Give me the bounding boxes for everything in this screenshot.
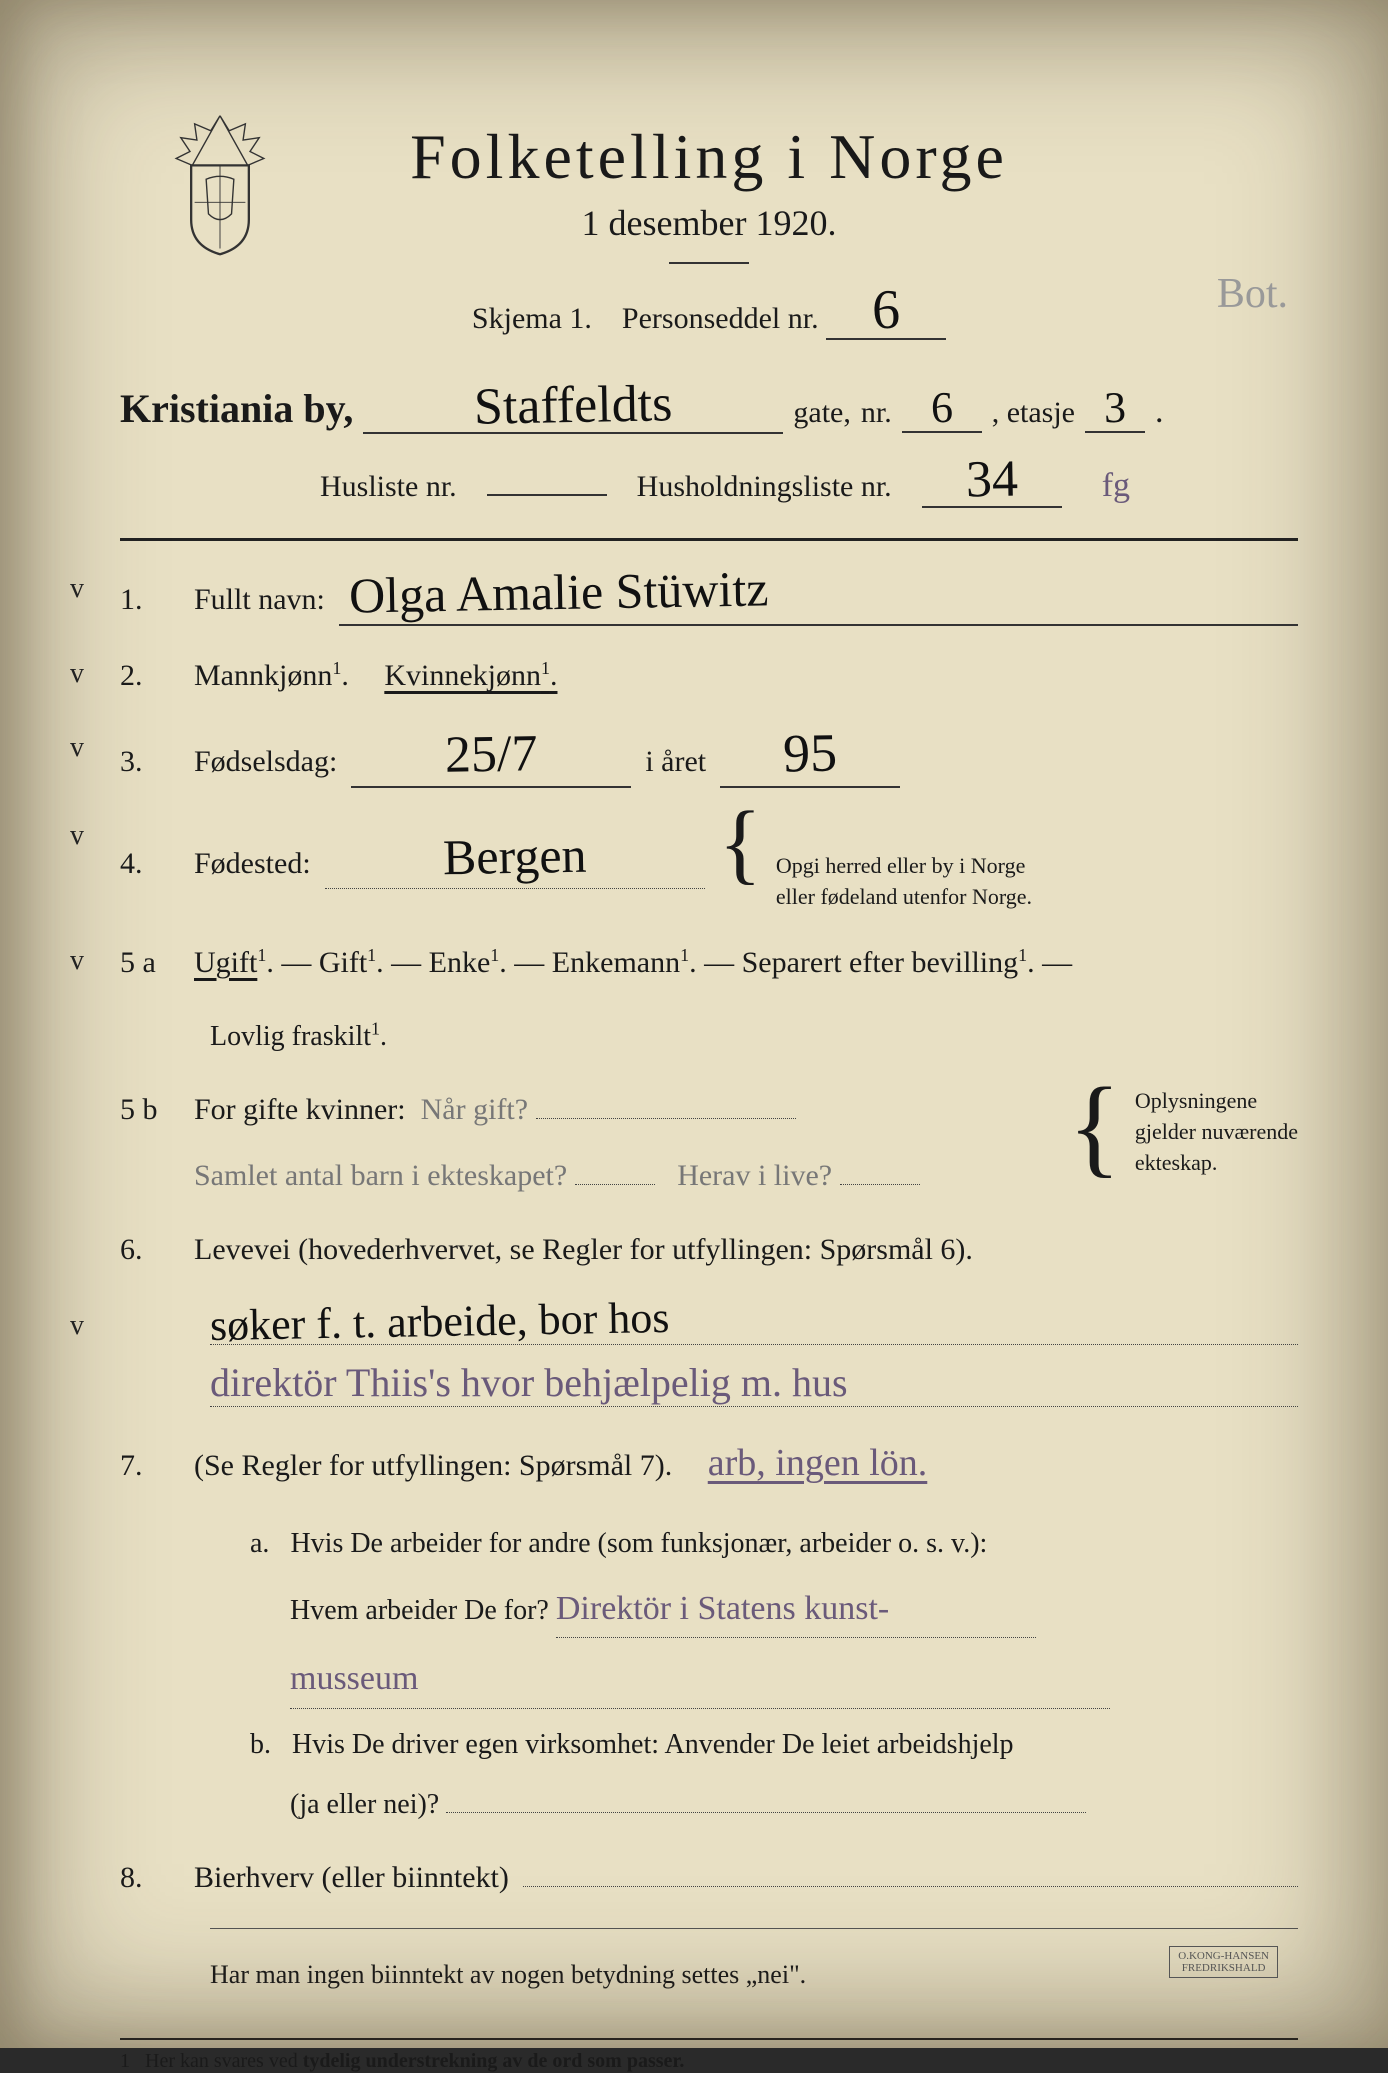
q5b-label: For gifte kvinner: xyxy=(194,1093,406,1126)
q7-label: (Se Regler for utfyllingen: Spørsmål 7). xyxy=(194,1442,672,1490)
q7-num: 7. xyxy=(120,1442,180,1490)
address-line: Kristiania by, Staffeldts gate, nr. 6 , … xyxy=(120,380,1298,434)
q4-num: 4. xyxy=(120,840,180,888)
question-4: v 4. Fødested: Bergen { Opgi herred elle… xyxy=(120,814,1298,913)
schema-label: Skjema 1. xyxy=(472,302,592,335)
etasje-nr: 3 xyxy=(1104,386,1127,430)
q7b-label: b. xyxy=(250,1729,271,1760)
nr-label: nr. xyxy=(861,396,892,430)
q5b-note: Oplysningene gjelder nuværende ekteskap. xyxy=(1135,1086,1298,1178)
q7a-text2: Hvem arbeider De for? xyxy=(290,1595,549,1626)
q6-value-2: direktör Thiis's hvor behjælpelig m. hus xyxy=(210,1360,848,1405)
title-block: Folketelling i Norge 1 desember 1920. Sk… xyxy=(120,120,1298,340)
q5a-num: 5 a xyxy=(120,939,180,987)
personseddel-label: Personseddel nr. xyxy=(622,302,819,335)
q7b-text2: (ja eller nei)? xyxy=(290,1789,439,1820)
question-5a: v 5 a Ugift1. — Gift1. — Enke1. — Enkema… xyxy=(120,939,1298,987)
q7b: b. Hvis De driver egen virksomhet: Anven… xyxy=(250,1721,1298,1769)
check-mark: v xyxy=(70,939,84,984)
check-mark: v xyxy=(70,652,84,697)
husliste-label: Husliste nr. xyxy=(320,470,457,504)
check-mark: v xyxy=(70,567,84,612)
q7a-line2: Hvem arbeider De for? Direktör i Statens… xyxy=(290,1580,1298,1639)
question-7: 7. (Se Regler for utfyllingen: Spørsmål … xyxy=(120,1433,1298,1494)
q7b-line2: (ja eller nei)? xyxy=(290,1781,1298,1829)
q1-num: 1. xyxy=(120,576,180,624)
q6-label: Levevei (hovederhvervet, se Regler for u… xyxy=(194,1226,973,1274)
footnote-marker: 1 xyxy=(120,2050,130,2072)
q7a-text1: Hvis De arbeider for andre (som funksjon… xyxy=(290,1528,987,1559)
q2-kvinne: Kvinnekjønn1. xyxy=(384,652,557,700)
footnote: 1 Her kan svares ved tydelig understrekn… xyxy=(120,2050,1298,2073)
header-divider xyxy=(120,538,1298,541)
husholdning-nr: 34 xyxy=(965,454,1018,507)
q7b-text1: Hvis De driver egen virksomhet: Anvender… xyxy=(292,1729,1014,1760)
census-form-page: Bot. Folketelling i Norge 1 desember 192… xyxy=(0,0,1388,2048)
check-mark: v xyxy=(70,726,84,771)
q4-value: Bergen xyxy=(442,830,586,882)
q2-mann: Mannkjønn1. xyxy=(194,652,349,700)
q3-num: 3. xyxy=(120,738,180,786)
q7a-value: Direktör i Statens kunst- xyxy=(556,1590,889,1627)
q6-num: 6. xyxy=(120,1226,180,1274)
q6-answer: v søker f. t. arbeide, bor hos direktör … xyxy=(210,1300,1298,1407)
q8-note: Har man ingen biinntekt av nogen betydni… xyxy=(210,1953,1298,1997)
q8-num: 8. xyxy=(120,1854,180,1902)
q5a-line2: Lovlig fraskilt1. xyxy=(210,1013,1298,1061)
personseddel-nr: 6 xyxy=(872,282,901,338)
printer-stamp: O.KONG-HANSENFREDRIKSHALD xyxy=(1169,1946,1278,1978)
margin-annotation-side: fg xyxy=(1102,467,1130,505)
q7a-value2: musseum xyxy=(290,1660,418,1697)
husholdning-label: Husholdningsliste nr. xyxy=(637,470,892,504)
q3-label: Fødselsdag: xyxy=(194,738,337,786)
q8-label: Bierhverv (eller biinntekt) xyxy=(194,1854,509,1902)
etasje-label: , etasje xyxy=(992,396,1075,430)
schema-line: Skjema 1. Personseddel nr. 6 xyxy=(120,282,1298,340)
q5b-children-label: Samlet antal barn i ekteskapet? xyxy=(194,1159,567,1192)
q6-value-1: søker f. t. arbeide, bor hos xyxy=(210,1296,670,1348)
q4-hint: Opgi herred eller by i Norge eller fødel… xyxy=(776,851,1032,913)
brace-icon: { xyxy=(1068,1086,1121,1166)
subtitle: 1 desember 1920. xyxy=(120,202,1298,244)
title-rule xyxy=(669,262,749,264)
street-name: Staffeldts xyxy=(474,378,673,433)
coat-of-arms-icon xyxy=(160,110,280,260)
question-8: 8. Bierhverv (eller biinntekt) xyxy=(120,1854,1298,1902)
question-6: 6. Levevei (hovederhvervet, se Regler fo… xyxy=(120,1226,1298,1274)
check-mark: v xyxy=(70,814,84,859)
q7-pencil-note: arb, ingen lön. xyxy=(708,1433,928,1494)
question-3: v 3. Fødselsdag: 25/7 i året 95 xyxy=(120,726,1298,788)
q8-rule xyxy=(210,1928,1298,1929)
city-label: Kristiania by, xyxy=(120,385,353,432)
brace-icon: { xyxy=(719,814,762,874)
husliste-line: Husliste nr. Husholdningsliste nr. 34 fg xyxy=(320,454,1298,508)
question-5b: 5 b For gifte kvinner: Når gift? Samlet … xyxy=(120,1086,1298,1200)
q2-num: 2. xyxy=(120,652,180,700)
q5a-options: Ugift1. — Gift1. — Enke1. — Enkemann1. —… xyxy=(194,939,1072,987)
q3-year: 95 xyxy=(783,726,838,781)
q1-label: Fullt navn: xyxy=(194,576,325,624)
question-2: v 2. Mannkjønn1. Kvinnekjønn1. xyxy=(120,652,1298,700)
q5b-num: 5 b xyxy=(120,1086,180,1134)
q3-daymonth: 25/7 xyxy=(445,728,538,782)
footnote-rule xyxy=(120,2038,1298,2040)
q4-label: Fødested: xyxy=(194,840,311,888)
q7a-label: a. xyxy=(250,1528,269,1559)
q1-value: Olga Amalie Stüwitz xyxy=(348,563,768,620)
q7a-line3: musseum xyxy=(290,1650,1298,1709)
margin-annotation-top: Bot. xyxy=(1217,270,1288,318)
q3-year-label: i året xyxy=(645,738,706,786)
gate-label: gate, xyxy=(793,396,850,430)
footnote-text: Her kan svares ved tydelig understreknin… xyxy=(145,2050,684,2072)
q5b-alive-label: Herav i live? xyxy=(677,1159,832,1192)
q5b-when-label: Når gift? xyxy=(421,1093,528,1126)
main-title: Folketelling i Norge xyxy=(120,120,1298,194)
gate-nr: 6 xyxy=(930,386,953,430)
question-1: v 1. Fullt navn: Olga Amalie Stüwitz xyxy=(120,567,1298,626)
check-mark: v xyxy=(70,1310,84,1342)
q7a: a. Hvis De arbeider for andre (som funks… xyxy=(250,1520,1298,1568)
